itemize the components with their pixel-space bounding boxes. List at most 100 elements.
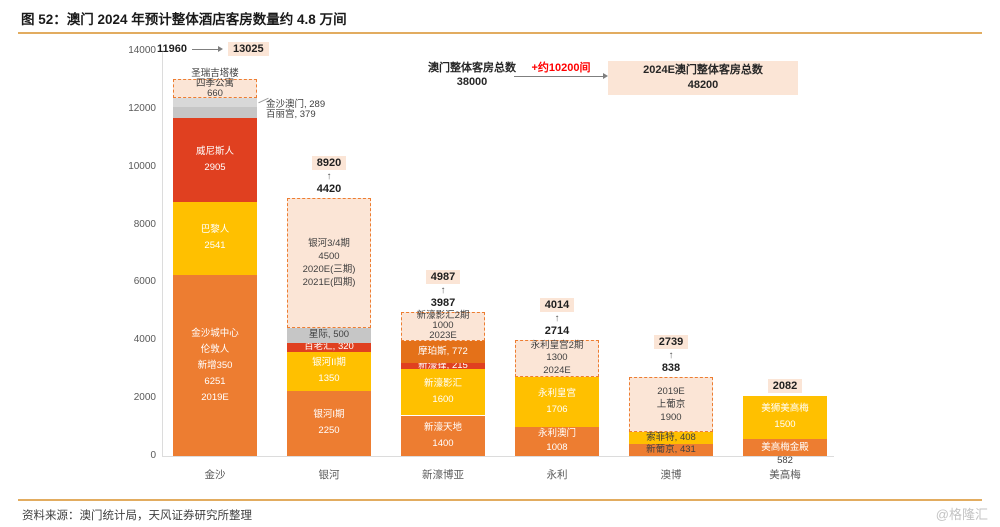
segment-label: 永利皇宫 (537, 388, 576, 400)
bar-segment-新濠影汇: 新濠影汇 1600 (401, 369, 485, 416)
planned-label: 1900 (660, 411, 682, 423)
future-value-badge: 2082 (767, 378, 803, 393)
segment-label: 2250 (318, 425, 340, 437)
segment-label: 伦敦人 (200, 343, 230, 355)
segment-label: 美狮美高梅 (761, 403, 809, 415)
category-label-银河: 银河 (318, 469, 340, 481)
y-axis-line (162, 51, 163, 456)
bar-growth-annotation: 4987 ↑ 3987 (391, 269, 495, 309)
segment-label: 新濠天地 (423, 421, 462, 433)
bar-segment-百丽宫 (173, 106, 257, 118)
bar-segment-永利澳门: 永利澳门 1008 (515, 426, 599, 456)
segment-label: 美高梅金殿 (761, 441, 809, 453)
bar-segment-永利皇宫: 永利皇宫 1706 (515, 377, 599, 427)
y-tick-label: 8000 (133, 218, 156, 230)
segment-label: 巴黎人 (200, 224, 230, 236)
segment-label: 新增350 (197, 359, 233, 371)
segment-label: 永利澳门 (537, 427, 576, 439)
segment-label: 1350 (318, 373, 340, 385)
bar-growth-annotation: 2739 ↑ 838 (619, 334, 723, 374)
bar-segment-银河II期: 银河II期 1350 (287, 351, 371, 391)
current-value-label: 3987 (430, 296, 456, 309)
segment-label: 金沙城中心 (191, 327, 239, 339)
watermark: @格隆汇 (935, 507, 988, 522)
category-label-美高梅: 美高梅 (769, 469, 801, 481)
segment-label: 1706 (546, 404, 568, 416)
segment-label: 银河II期 (312, 357, 346, 369)
category-label-新濠博亚: 新濠博亚 (422, 469, 464, 481)
bar-growth-annotation: 4014 ↑ 2714 (505, 297, 609, 337)
segment-right-label: 金沙澳门, 289 (266, 99, 326, 111)
segment-label: 摩珀斯, 772 (418, 345, 468, 357)
planned-label: 上葡京 (656, 398, 686, 410)
y-tick-label: 0 (150, 450, 156, 461)
segment-label: 1600 (432, 394, 454, 406)
footer-divider (18, 499, 982, 501)
category-label-澳博: 澳博 (660, 469, 682, 481)
bar-segment-金沙城中心/伦敦人: 金沙城中心 伦敦人 新增350 6251 2019E (173, 275, 257, 456)
y-tick-label: 4000 (133, 334, 156, 346)
bar-segment-威尼斯人: 威尼斯人 2905 (173, 117, 257, 202)
planned-box-四季公寓: 四季公寓 660 (173, 77, 257, 99)
segment-label: 银河I期 (313, 409, 345, 421)
y-tick-label: 10000 (128, 160, 156, 172)
planned-box-新濠影汇2期: 新濠影汇2期 1000 2023E (401, 311, 485, 342)
segment-label: 索菲特, 408 (646, 431, 696, 443)
planned-box-银河3/4期: 银河3/4期 4500 2020E(三期) 2021E(四期) (287, 197, 371, 329)
future-value-badge: 13025 (227, 42, 269, 56)
segment-label: 2019E (201, 391, 229, 403)
current-value-label: 838 (661, 361, 681, 374)
arrow-line (514, 75, 603, 77)
total-rooms-current-label: 澳门整体客房总数 (428, 62, 516, 74)
segment-label: 新葡京, 431 (646, 443, 696, 455)
bar-segment-新濠天地: 新濠天地 1400 (401, 415, 485, 456)
segment-label: 1500 (774, 419, 796, 431)
figure-title: 图 52：澳门 2024 年预计整体酒店客房数量约 4.8 万间 (21, 12, 347, 27)
bar-segment-巴黎人: 巴黎人 2541 (173, 201, 257, 276)
planned-label: 2024E (543, 364, 571, 376)
total-rooms-2024e-value: 48200 (687, 79, 719, 91)
current-value-label: 4420 (316, 182, 342, 195)
planned-box-永利皇宫2期: 永利皇宫2期 1300 2024E (515, 339, 599, 378)
arrow-head (217, 46, 223, 52)
planned-label: 2020E(三期) (302, 264, 356, 276)
segment-label: 威尼斯人 (195, 145, 234, 157)
planned-label: 银河3/4期 (308, 238, 350, 250)
planned-label: 4500 (318, 251, 340, 263)
y-tick-label: 12000 (128, 102, 156, 114)
segment-label: 星际, 500 (308, 329, 350, 341)
planned-label: 2023E (429, 330, 457, 342)
segment-label: 2905 (204, 161, 226, 173)
arrow-head (603, 73, 608, 79)
total-rooms-current: 澳门整体客房总数 38000 (424, 61, 520, 89)
bar-segment-美高梅金殿: 美高梅金殿 (743, 439, 827, 456)
bar-growth-annotation: 11960 13025 (157, 42, 269, 56)
future-value-badge: 4987 (425, 269, 461, 284)
bar-segment-百老汇: 百老汇, 320 (287, 342, 371, 352)
bar-segment-银河I期: 银河I期 2250 (287, 390, 371, 456)
planned-label: 1300 (546, 352, 568, 364)
future-value-badge: 4014 (539, 297, 575, 312)
planned-label: 1000 (432, 320, 454, 332)
segment-label: 1400 (432, 437, 454, 449)
bar-segment-金沙澳门 (173, 98, 257, 107)
bar-segment-新濠锋: 新濠锋, 215 (401, 360, 485, 372)
bar-segment-新葡京: 新葡京, 431 (629, 443, 713, 456)
arrow-up-icon: ↑ (326, 170, 332, 182)
planned-label: 永利皇宫2期 (530, 339, 584, 351)
current-value-label: 11960 (157, 43, 187, 55)
category-label-永利: 永利 (546, 469, 568, 481)
arrow-up-icon: ↑ (668, 349, 674, 361)
source-note: 资料来源：澳门统计局，天风证券研究所整理 (22, 510, 252, 522)
arrow-up-icon: ↑ (440, 284, 446, 296)
planned-box-上葡京: 2019E 上葡京 1900 (629, 376, 713, 432)
bar-segment-美狮美高梅: 美狮美高梅 1500 (743, 395, 827, 440)
segment-label: 新濠锋, 215 (418, 360, 468, 372)
segment-overflow-label: 582 (777, 455, 793, 466)
planned-label: 四季公寓 (195, 77, 234, 89)
segment-label: 2541 (204, 240, 226, 252)
current-value-label: 2714 (544, 324, 570, 337)
planned-label: 2021E(四期) (302, 277, 356, 289)
